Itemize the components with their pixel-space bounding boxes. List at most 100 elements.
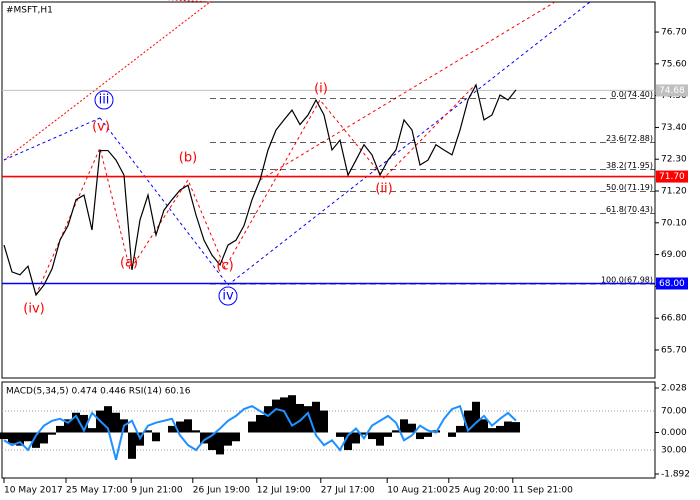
macd-bar: [448, 432, 456, 437]
x-tick-label: 10 Aug 21:00: [387, 486, 448, 496]
macd-bar: [152, 432, 160, 442]
macd-bar: [224, 432, 232, 446]
macd-bar: [504, 421, 512, 433]
macd-bar: [424, 432, 432, 437]
macd-bar: [288, 395, 296, 433]
macd-bar: [480, 419, 488, 433]
macd-bar: [408, 423, 416, 433]
macd-bar: [72, 412, 80, 433]
macd-bar: [80, 414, 88, 433]
macd-bar: [200, 432, 208, 444]
macd-bar: [8, 432, 16, 444]
x-tick-label: 26 Jun 19:00: [193, 486, 250, 496]
macd-bar: [360, 432, 368, 435]
y-tick-label: 0.000: [661, 428, 687, 438]
macd-bar: [32, 432, 40, 448]
macd-bar: [216, 432, 224, 455]
macd-bar: [208, 432, 216, 451]
wave-label: iv: [222, 289, 234, 304]
level-box: [656, 84, 688, 97]
macd-bar: [512, 422, 520, 433]
wave-label: (iv): [23, 302, 44, 317]
macd-bar: [336, 432, 344, 437]
wave-circle: [94, 90, 114, 110]
macd-bar: [0, 432, 8, 440]
macd-bar: [56, 425, 64, 433]
wave-label: (a): [120, 256, 138, 271]
x-tick-label: 9 Jun 21:00: [131, 486, 183, 496]
level-box: [656, 277, 688, 290]
y-tick-label: 71.20: [661, 187, 687, 197]
channel-line: [227, 1, 591, 286]
macd-bar: [64, 419, 72, 433]
main-panel: [1, 1, 656, 379]
macd-bar: [400, 419, 408, 433]
macd-bar: [16, 432, 24, 446]
fib-label: 0.0(74.40): [611, 90, 653, 99]
wave-label: iii: [99, 93, 110, 108]
macd-bar: [312, 401, 320, 433]
macd-bar: [464, 410, 472, 433]
y-tick-label: 66.80: [661, 314, 687, 324]
y-tick-label: 72.30: [661, 155, 687, 165]
macd-bar: [304, 406, 312, 433]
macd-bar: [168, 425, 176, 433]
wave-label: (v): [92, 120, 110, 135]
wave-label: (i): [314, 82, 328, 97]
macd-bar: [88, 428, 96, 433]
wave-label: (c): [216, 259, 233, 274]
macd-bar: [248, 421, 256, 433]
fib-label: 61.8(70.43): [606, 205, 653, 214]
x-tick-label: 10 May 2017: [4, 486, 63, 496]
level-label: 68.00: [659, 279, 685, 289]
x-tick-label: 11 Sep 21:00: [513, 486, 573, 496]
macd-bar: [456, 425, 464, 433]
fib-label: 38.2(71.95): [606, 161, 653, 170]
macd-bar: [280, 397, 288, 433]
macd-bar: [296, 403, 304, 433]
macd-bar: [232, 432, 240, 442]
chart-title: #MSFT,H1: [6, 6, 53, 16]
macd-bar: [384, 432, 392, 437]
channel-line: [3, 1, 211, 161]
x-tick-label: 27 Jul 17:00: [321, 486, 375, 496]
macd-bar: [264, 406, 272, 433]
indicator-title: MACD(5,34,5) 0.474 0.446 RSI(14) 60.16: [6, 387, 191, 397]
macd-bar: [496, 425, 504, 433]
macd-bar: [368, 432, 376, 440]
macd-bar: [192, 430, 200, 433]
y2-tick-label: 30.00: [661, 446, 687, 456]
level-box: [656, 170, 688, 183]
y-tick-label: 70.10: [661, 218, 687, 228]
wave-label: (b): [179, 151, 197, 166]
fib-label: 100.0(67.98): [601, 276, 653, 285]
macd-bar: [320, 410, 328, 433]
y-tick-label: 65.70: [661, 345, 687, 355]
macd-bar: [184, 419, 192, 433]
level-label: 71.70: [659, 172, 685, 182]
price-line: [3, 83, 517, 297]
wave-line: [99, 117, 229, 286]
fib-label: 50.0(71.19): [606, 183, 653, 192]
level-label: 74.68: [659, 86, 685, 96]
y-tick-label: -1.892: [661, 470, 690, 480]
rsi-line: [3, 404, 517, 461]
x-tick-label: 12 Jul 19:00: [257, 486, 311, 496]
macd-bar: [48, 432, 56, 435]
macd-bar: [176, 421, 184, 433]
wave-circle: [218, 286, 238, 306]
wave-line: [35, 84, 476, 296]
y-tick-label: 75.60: [661, 59, 687, 69]
y2-tick-label: 70.00: [661, 407, 687, 417]
x-tick-label: 25 May 17:00: [66, 486, 128, 496]
wave-label: (ii): [375, 182, 392, 197]
indicator-panel: [1, 381, 656, 479]
macd-bar: [488, 428, 496, 433]
macd-bar: [128, 432, 136, 459]
macd-bar: [104, 406, 112, 433]
macd-bar: [24, 432, 32, 442]
macd-bar: [256, 414, 264, 433]
macd-bar: [40, 432, 48, 444]
macd-bar: [144, 430, 152, 433]
